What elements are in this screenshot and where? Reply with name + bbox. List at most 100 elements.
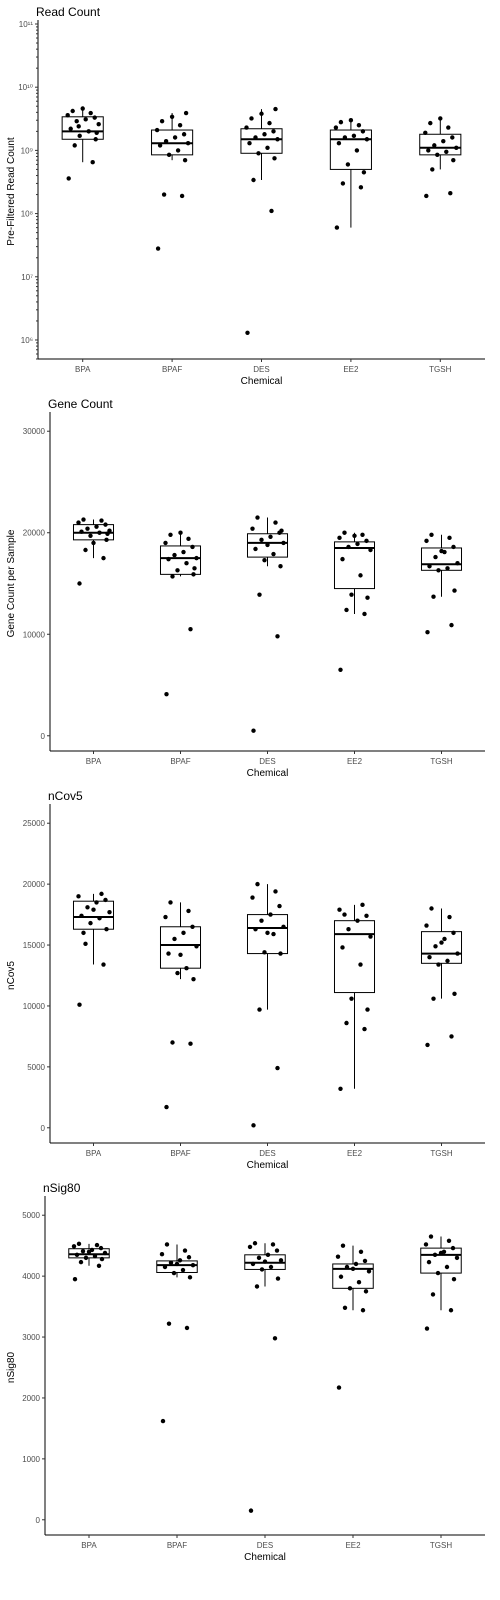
data-point [362, 1026, 367, 1032]
x-axis-title: Chemical [247, 1160, 289, 1171]
data-point [77, 581, 82, 586]
data-point [103, 897, 108, 903]
data-point [175, 970, 180, 976]
data-point [268, 534, 273, 540]
data-point [352, 533, 357, 538]
data-point [426, 1259, 432, 1265]
data-point [272, 1336, 278, 1341]
x-tick-label: DES [253, 365, 269, 374]
data-point [179, 193, 185, 199]
panel-3: nSig80 nSig80 Chemical 0 1000 2000 3000 4000 500… [0, 1176, 500, 1568]
data-point [70, 108, 75, 114]
data-point [99, 518, 104, 523]
x-axis-title: Chemical [244, 1552, 286, 1563]
data-point [66, 176, 71, 181]
data-point [267, 120, 272, 126]
data-point [177, 123, 183, 128]
data-point [449, 622, 454, 628]
y-tick-label: 20000 [23, 880, 46, 889]
data-point [190, 544, 195, 550]
y-axis-title: nCov5 [6, 961, 17, 990]
data-point [338, 1274, 344, 1279]
panel-2: nCov5 nCov5 Chemical 0 5000 10000 15000 20000 25… [0, 784, 500, 1176]
data-point [188, 626, 193, 632]
data-point [344, 607, 349, 613]
data-point [71, 1244, 77, 1249]
data-point [192, 566, 197, 571]
data-point [438, 1250, 444, 1256]
x-tick-label: EE2 [343, 365, 359, 374]
data-point [346, 544, 351, 550]
data-point [172, 936, 177, 942]
x-tick-label: EE2 [347, 757, 363, 766]
y-tick-label: 30000 [23, 427, 46, 436]
x-tick-label: DES [259, 757, 275, 766]
data-point [362, 1258, 368, 1264]
data-point [76, 124, 81, 129]
data-point [273, 520, 278, 525]
data-point [76, 894, 81, 899]
data-point [185, 140, 191, 146]
data-point [435, 152, 440, 158]
data-point [254, 1284, 260, 1289]
data-point [268, 1264, 274, 1270]
data-point [426, 148, 431, 153]
data-point [154, 127, 160, 133]
panel-0: Read Count Pre-Filtered Read Count Chemica… [0, 0, 500, 392]
data-point [177, 1258, 183, 1263]
data-point [433, 554, 438, 560]
data-point [336, 140, 342, 146]
data-point [182, 1248, 188, 1253]
data-point [159, 1252, 165, 1257]
data-point [77, 1002, 82, 1007]
x-tick-label: DES [259, 1149, 275, 1158]
data-point [450, 1245, 456, 1251]
data-point [166, 1321, 172, 1326]
data-point [365, 1007, 370, 1012]
data-point [444, 1264, 450, 1270]
data-point [164, 1242, 170, 1247]
data-point [271, 129, 276, 134]
data-point [163, 138, 169, 144]
data-point [257, 1007, 262, 1012]
y-tick-label: 10⁹ [21, 146, 33, 155]
data-point [99, 1256, 105, 1262]
data-point [270, 1242, 276, 1247]
data-point [164, 691, 169, 697]
data-point [342, 135, 348, 140]
data-point [262, 1259, 268, 1264]
data-point [178, 530, 183, 535]
data-point [451, 1276, 457, 1282]
data-point [186, 1255, 192, 1260]
data-point [427, 955, 432, 960]
data-point [353, 1261, 359, 1267]
data-point [91, 907, 96, 912]
data-point [452, 588, 457, 593]
data-point [360, 902, 365, 908]
data-point [354, 148, 360, 153]
data-point [86, 129, 91, 134]
data-point [94, 524, 99, 529]
data-point [83, 1255, 89, 1261]
y-tick-label: 10000 [23, 1002, 46, 1011]
data-point [171, 1270, 177, 1276]
data-point [351, 133, 357, 139]
data-point [175, 148, 181, 153]
data-point [278, 1258, 284, 1263]
data-point [277, 903, 282, 909]
data-point [431, 594, 436, 599]
data-point [253, 135, 258, 140]
data-point [445, 958, 450, 964]
y-tick-label: 5000 [22, 1211, 40, 1220]
y-tick-label: 10⁶ [21, 336, 33, 345]
data-point [448, 1308, 454, 1313]
data-point [250, 526, 255, 531]
data-point [275, 634, 280, 639]
box-ee2 [333, 541, 376, 590]
data-point [161, 192, 167, 197]
data-point [424, 193, 429, 199]
y-tick-label: 10¹¹ [19, 20, 34, 29]
data-point [365, 595, 370, 600]
data-point [262, 950, 267, 955]
data-point [72, 1276, 78, 1282]
